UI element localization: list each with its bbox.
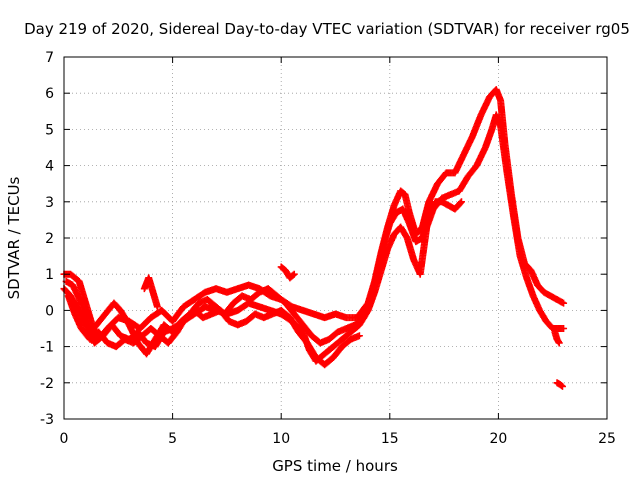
x-tick-label: 20 [489,431,507,447]
data-point [555,339,563,347]
chart-title: Day 219 of 2020, Sidereal Day-to-day VTE… [24,20,630,38]
data-point [557,382,565,390]
data-point [153,303,161,311]
y-tick-label: 3 [45,195,54,211]
data-series [551,328,563,347]
y-tick-label: -1 [40,340,54,356]
data-series [553,379,566,390]
y-tick-label: 4 [45,159,54,175]
data-point [355,332,363,340]
data-series [140,274,161,311]
y-tick-label: 7 [45,50,54,66]
y-tick-label: 5 [45,122,54,138]
x-tick-label: 10 [272,431,290,447]
data-series [277,263,298,282]
y-tick-label: -3 [40,412,54,428]
data-point [289,271,297,279]
x-tick-label: 0 [60,431,69,447]
data-point [558,382,566,390]
data-series [64,292,363,369]
y-axis-label: SDTVAR / TECUs [5,176,23,299]
y-tick-label: 0 [45,303,54,319]
data-series [60,198,465,358]
plot-frame [63,56,608,420]
y-tick-label: -2 [40,376,54,392]
data-point [290,270,298,278]
x-axis-label: GPS time / hours [272,457,398,475]
axis-ticks: 0 5 10 15 20 25 -3 -2 -1 0 1 2 3 4 5 6 7 [40,50,616,447]
y-tick-label: 6 [45,86,54,102]
y-tick-label: 1 [45,267,54,283]
data-point [457,198,465,206]
x-tick-label: 15 [381,431,399,447]
data-points [60,86,568,390]
x-tick-label: 25 [598,431,616,447]
data-point [560,299,568,307]
y-tick-label: 2 [45,231,54,247]
x-tick-label: 5 [168,431,177,447]
data-point [457,199,465,207]
data-point [560,325,568,332]
grid-lines [64,57,607,419]
